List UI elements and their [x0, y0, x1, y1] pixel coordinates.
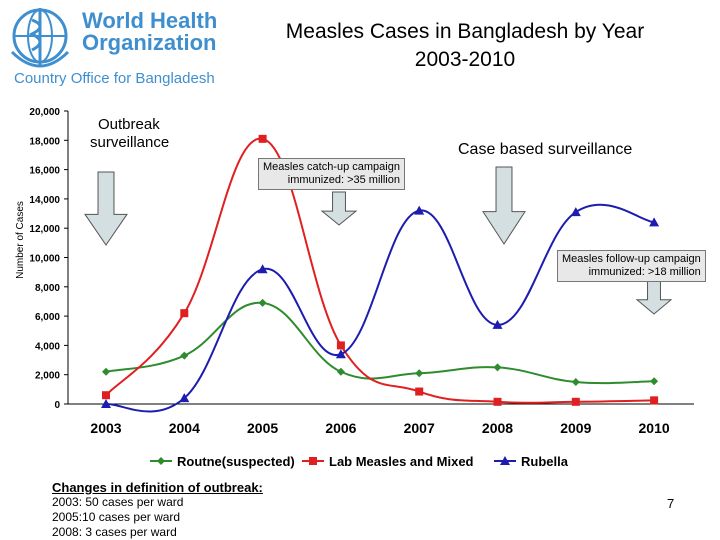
data-point [101, 399, 111, 408]
y-tick-label: 10,000 [29, 254, 60, 265]
footnote-line-1: 2003: 50 cases per ward [52, 495, 184, 509]
footnote-heading: Changes in definition of outbreak: [52, 480, 263, 495]
legend-label: Lab Measles and Mixed [329, 454, 474, 469]
legend-label: Rubella [521, 454, 569, 469]
title-line1: Measles Cases in Bangladesh by Year [285, 20, 645, 43]
y-tick-label: 6,000 [35, 312, 60, 323]
data-point [650, 377, 659, 386]
data-point [336, 341, 345, 350]
legend-label: Routne(suspected) [177, 454, 295, 469]
data-point [415, 387, 424, 396]
data-point [650, 396, 659, 405]
data-point [415, 369, 424, 378]
catchup-campaign-box: Measles catch-up campaign immunized: >35… [258, 158, 405, 190]
data-point [649, 217, 660, 227]
data-point [571, 397, 580, 406]
org-name-line1: World Health [82, 8, 218, 33]
y-axis-label: Number of Cases [15, 201, 26, 279]
down-arrow-icon [84, 171, 128, 246]
data-point [570, 207, 581, 217]
followup-campaign-box: Measles follow-up campaign immunized: >1… [557, 250, 706, 282]
data-point [102, 367, 110, 376]
x-tick-label: 2005 [247, 420, 278, 436]
y-tick-label: 16,000 [29, 166, 60, 177]
data-point [102, 391, 110, 400]
data-point [335, 349, 346, 359]
data-point [180, 351, 189, 360]
catchup-line1: Measles catch-up campaign [263, 161, 400, 173]
y-tick-label: 2,000 [35, 371, 60, 382]
y-tick-label: 20,000 [29, 107, 60, 118]
data-point [336, 367, 345, 376]
y-tick-label: 12,000 [29, 224, 60, 235]
data-point [257, 264, 268, 274]
footnote: Changes in definition of outbreak: 2003:… [52, 480, 263, 540]
legend-marker [157, 457, 165, 465]
page-number: 7 [667, 496, 675, 511]
org-subtitle: Country Office for Bangladesh [14, 70, 215, 87]
data-point [258, 298, 267, 307]
org-name: World Health Organization [82, 10, 217, 54]
x-tick-label: 2010 [639, 420, 670, 436]
who-logo [6, 4, 216, 94]
y-tick-label: 14,000 [29, 195, 60, 206]
data-point [179, 393, 190, 403]
data-point [414, 205, 425, 215]
x-tick-label: 2006 [325, 420, 356, 436]
outbreak-label-line2: surveillance [90, 134, 170, 151]
data-point [492, 319, 503, 329]
data-point [493, 363, 502, 372]
followup-line2: immunized: >18 million [588, 266, 701, 278]
org-name-line2: Organization [82, 30, 217, 55]
x-tick-label: 2008 [482, 420, 513, 436]
series-line-1 [105, 301, 655, 385]
y-tick-label: 8,000 [35, 283, 60, 294]
series-line-3 [105, 203, 655, 413]
y-tick-label: 0 [54, 400, 60, 411]
footnote-line-2: 2005:10 cases per ward [52, 510, 181, 524]
page-title: Measles Cases in Bangladesh by Year 2003… [230, 18, 700, 74]
case-based-label: Case based surveillance [458, 141, 633, 158]
outbreak-label-line1: Outbreak [98, 116, 160, 133]
outbreak-label: Outbreak surveillance [90, 116, 169, 152]
down-arrow-icon [320, 191, 358, 226]
x-tick-label: 2009 [560, 420, 591, 436]
legend-marker [309, 457, 317, 465]
data-point [258, 134, 267, 143]
title-line2: 2003-2010 [414, 48, 516, 71]
who-emblem-icon [10, 8, 70, 68]
legend-marker [500, 456, 510, 465]
x-tick-label: 2004 [169, 420, 200, 436]
x-tick-label: 2003 [90, 420, 121, 436]
data-point [180, 309, 189, 318]
down-arrow-icon [635, 279, 673, 315]
footnote-line-3: 2008: 3 cases per ward [52, 525, 177, 539]
x-tick-label: 2007 [404, 420, 435, 436]
y-tick-label: 18,000 [29, 136, 60, 147]
followup-line1: Measles follow-up campaign [562, 253, 701, 265]
y-tick-label: 4,000 [35, 341, 60, 352]
data-point [571, 378, 580, 387]
down-arrow-icon [482, 166, 526, 245]
data-point [493, 397, 502, 406]
catchup-line2: immunized: >35 million [287, 174, 400, 186]
